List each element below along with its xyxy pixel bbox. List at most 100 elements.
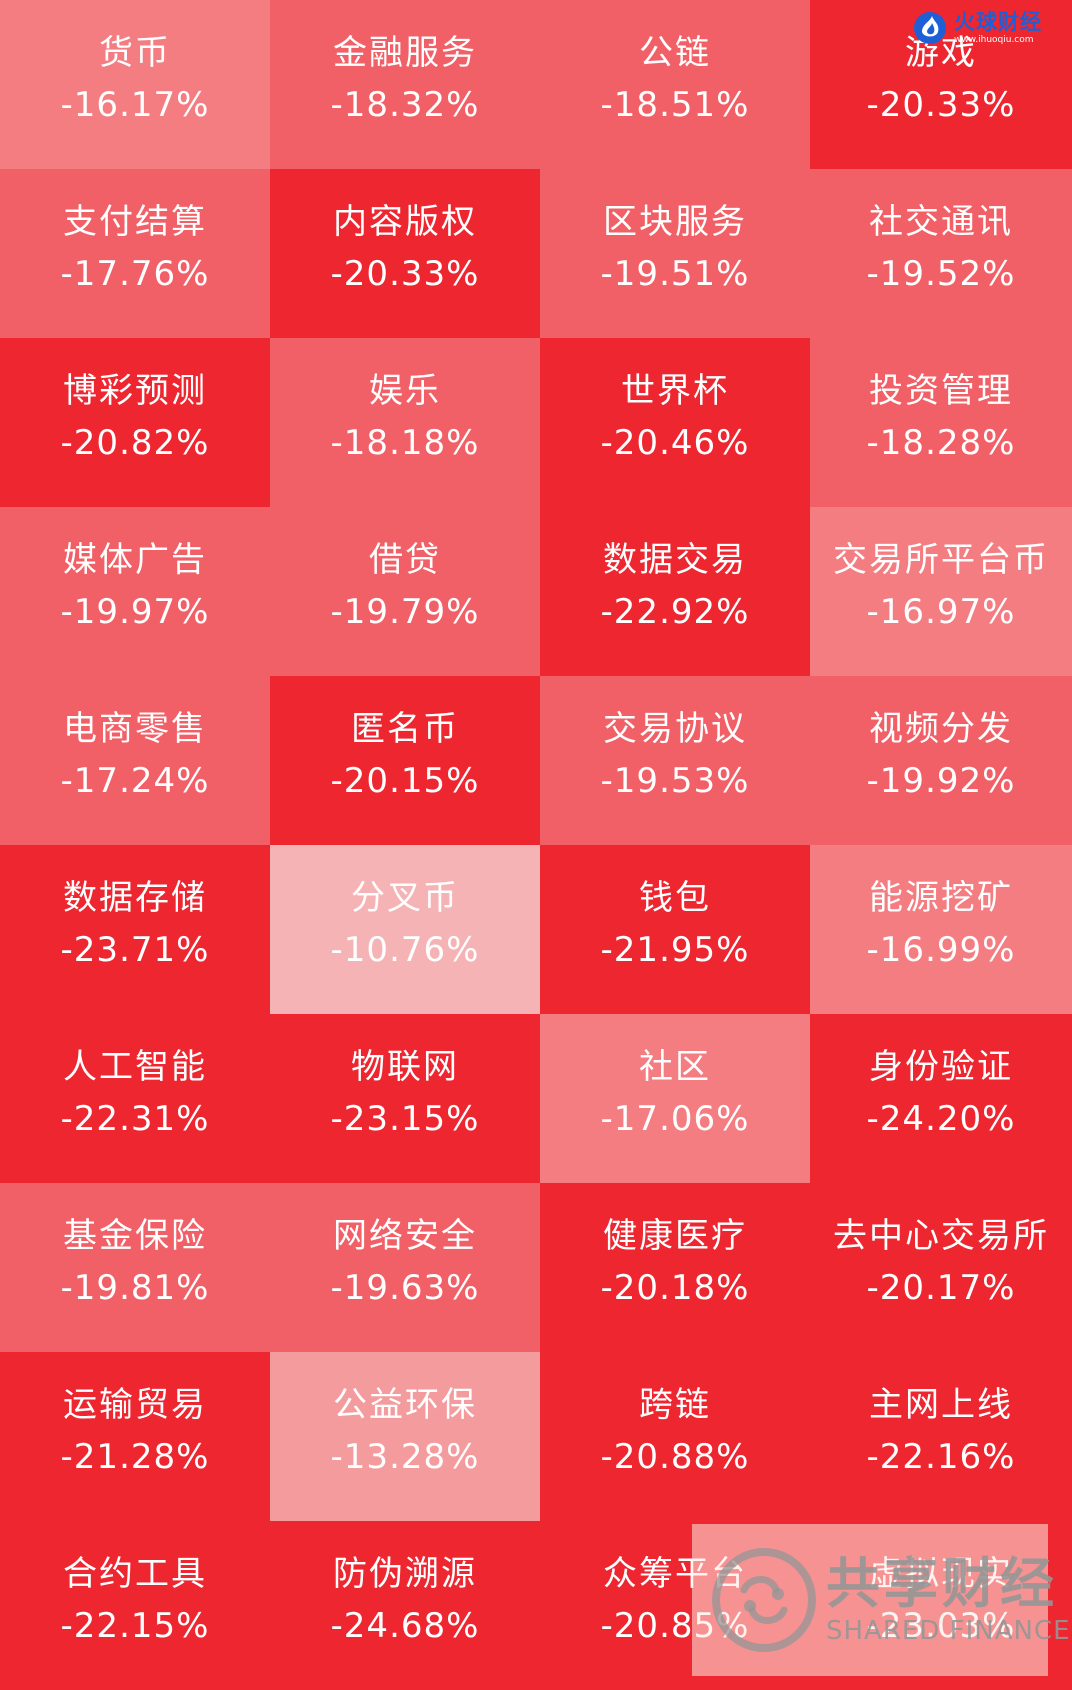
sector-tile[interactable]: 公益环保 -13.28% xyxy=(270,1352,540,1521)
sector-tile[interactable]: 人工智能 -22.31% xyxy=(0,1014,270,1183)
sector-change: -18.18% xyxy=(330,422,480,463)
sector-name: 视频分发 xyxy=(869,708,1013,749)
sector-name: 健康医疗 xyxy=(603,1215,747,1256)
sector-change: -22.16% xyxy=(866,1436,1016,1477)
sector-name: 世界杯 xyxy=(621,370,729,411)
watermark-en: SHARED FINANCE xyxy=(826,1616,1071,1646)
sector-tile[interactable]: 媒体广告 -19.97% xyxy=(0,507,270,676)
sector-name: 去中心交易所 xyxy=(833,1215,1049,1256)
sector-change: -20.17% xyxy=(866,1267,1016,1308)
sector-name: 金融服务 xyxy=(333,32,477,73)
sector-tile[interactable]: 健康医疗 -20.18% xyxy=(540,1183,810,1352)
sector-change: -19.92% xyxy=(866,760,1016,801)
sector-change: -19.81% xyxy=(60,1267,210,1308)
sector-tile[interactable]: 合约工具 -22.15% xyxy=(0,1521,270,1690)
sector-tile[interactable]: 跨链 -20.88% xyxy=(540,1352,810,1521)
sector-name: 网络安全 xyxy=(333,1215,477,1256)
sector-name: 数据存储 xyxy=(63,877,207,918)
sector-tile[interactable]: 公链 -18.51% xyxy=(540,0,810,169)
sector-name: 交易所平台币 xyxy=(833,539,1049,580)
sector-change: -19.63% xyxy=(330,1267,480,1308)
sector-change: -17.24% xyxy=(60,760,210,801)
sector-change: -13.28% xyxy=(330,1436,480,1477)
sector-change: -24.68% xyxy=(330,1605,480,1646)
sector-name: 身份验证 xyxy=(869,1046,1013,1087)
sector-tile[interactable]: 防伪溯源 -24.68% xyxy=(270,1521,540,1690)
sector-change: -16.97% xyxy=(866,591,1016,632)
sector-name: 区块服务 xyxy=(603,201,747,242)
sector-name: 博彩预测 xyxy=(63,370,207,411)
sector-name: 借贷 xyxy=(369,539,441,580)
sector-change: -22.31% xyxy=(60,1098,210,1139)
sector-tile[interactable]: 基金保险 -19.81% xyxy=(0,1183,270,1352)
sector-name: 跨链 xyxy=(639,1384,711,1425)
sector-name: 交易协议 xyxy=(603,708,747,749)
sector-change: -19.52% xyxy=(866,253,1016,294)
shared-finance-logo-icon xyxy=(712,1548,816,1652)
sector-tile[interactable]: 货币 -16.17% xyxy=(0,0,270,169)
sector-change: -19.51% xyxy=(600,253,750,294)
sector-tile[interactable]: 娱乐 -18.18% xyxy=(270,338,540,507)
sector-tile[interactable]: 博彩预测 -20.82% xyxy=(0,338,270,507)
sector-name: 运输贸易 xyxy=(63,1384,207,1425)
sector-change: -17.06% xyxy=(600,1098,750,1139)
sector-change: -17.76% xyxy=(60,253,210,294)
sector-tile[interactable]: 能源挖矿 -16.99% xyxy=(810,845,1072,1014)
sector-tile[interactable]: 去中心交易所 -20.17% xyxy=(810,1183,1072,1352)
sector-tile[interactable]: 支付结算 -17.76% xyxy=(0,169,270,338)
sector-tile[interactable]: 数据存储 -23.71% xyxy=(0,845,270,1014)
sector-tile[interactable]: 匿名币 -20.15% xyxy=(270,676,540,845)
sector-change: -20.82% xyxy=(60,422,210,463)
sector-name: 匿名币 xyxy=(351,708,459,749)
sector-tile[interactable]: 主网上线 -22.16% xyxy=(810,1352,1072,1521)
sector-tile[interactable]: 社区 -17.06% xyxy=(540,1014,810,1183)
sector-tile[interactable]: 电商零售 -17.24% xyxy=(0,676,270,845)
sector-change: -20.33% xyxy=(866,84,1016,125)
sector-tile[interactable]: 交易所平台币 -16.97% xyxy=(810,507,1072,676)
sector-name: 货币 xyxy=(99,32,171,73)
sector-change: -22.15% xyxy=(60,1605,210,1646)
sector-tile[interactable]: 借贷 -19.79% xyxy=(270,507,540,676)
shared-finance-watermark: 共享财经 SHARED FINANCE xyxy=(692,1524,1070,1676)
sector-tile[interactable]: 世界杯 -20.46% xyxy=(540,338,810,507)
sector-change: -19.79% xyxy=(330,591,480,632)
sector-name: 主网上线 xyxy=(869,1384,1013,1425)
sector-name: 公链 xyxy=(639,32,711,73)
sector-tile[interactable]: 身份验证 -24.20% xyxy=(810,1014,1072,1183)
sector-change: -16.99% xyxy=(866,929,1016,970)
sector-change: -20.18% xyxy=(600,1267,750,1308)
sector-tile[interactable]: 金融服务 -18.32% xyxy=(270,0,540,169)
sector-change: -18.32% xyxy=(330,84,480,125)
sector-change: -20.33% xyxy=(330,253,480,294)
sector-tile[interactable]: 物联网 -23.15% xyxy=(270,1014,540,1183)
sector-name: 支付结算 xyxy=(63,201,207,242)
sector-tile[interactable]: 交易协议 -19.53% xyxy=(540,676,810,845)
sector-name: 能源挖矿 xyxy=(869,877,1013,918)
brand-url: www.ihuoqiu.com xyxy=(954,35,1034,45)
sector-change: -20.46% xyxy=(600,422,750,463)
sector-change: -10.76% xyxy=(330,929,480,970)
sector-change: -19.53% xyxy=(600,760,750,801)
sector-change: -22.92% xyxy=(600,591,750,632)
sector-tile[interactable]: 内容版权 -20.33% xyxy=(270,169,540,338)
huoqiu-brand: 火球财经 www.ihuoqiu.com xyxy=(910,6,1070,50)
sector-tile[interactable]: 视频分发 -19.92% xyxy=(810,676,1072,845)
sector-tile[interactable]: 运输贸易 -21.28% xyxy=(0,1352,270,1521)
sector-tile[interactable]: 社交通讯 -19.52% xyxy=(810,169,1072,338)
sector-name: 投资管理 xyxy=(869,370,1013,411)
sector-change: -21.95% xyxy=(600,929,750,970)
sector-name: 电商零售 xyxy=(63,708,207,749)
sector-name: 内容版权 xyxy=(333,201,477,242)
sector-name: 社区 xyxy=(639,1046,711,1087)
watermark-cn: 共享财经 xyxy=(826,1552,1058,1615)
sector-name: 合约工具 xyxy=(63,1553,207,1594)
sector-tile[interactable]: 钱包 -21.95% xyxy=(540,845,810,1014)
sector-tile[interactable]: 投资管理 -18.28% xyxy=(810,338,1072,507)
sector-tile[interactable]: 网络安全 -19.63% xyxy=(270,1183,540,1352)
sector-change: -20.15% xyxy=(330,760,480,801)
sector-name: 防伪溯源 xyxy=(333,1553,477,1594)
sector-tile[interactable]: 区块服务 -19.51% xyxy=(540,169,810,338)
sector-tile[interactable]: 数据交易 -22.92% xyxy=(540,507,810,676)
sector-tile[interactable]: 分叉币 -10.76% xyxy=(270,845,540,1014)
